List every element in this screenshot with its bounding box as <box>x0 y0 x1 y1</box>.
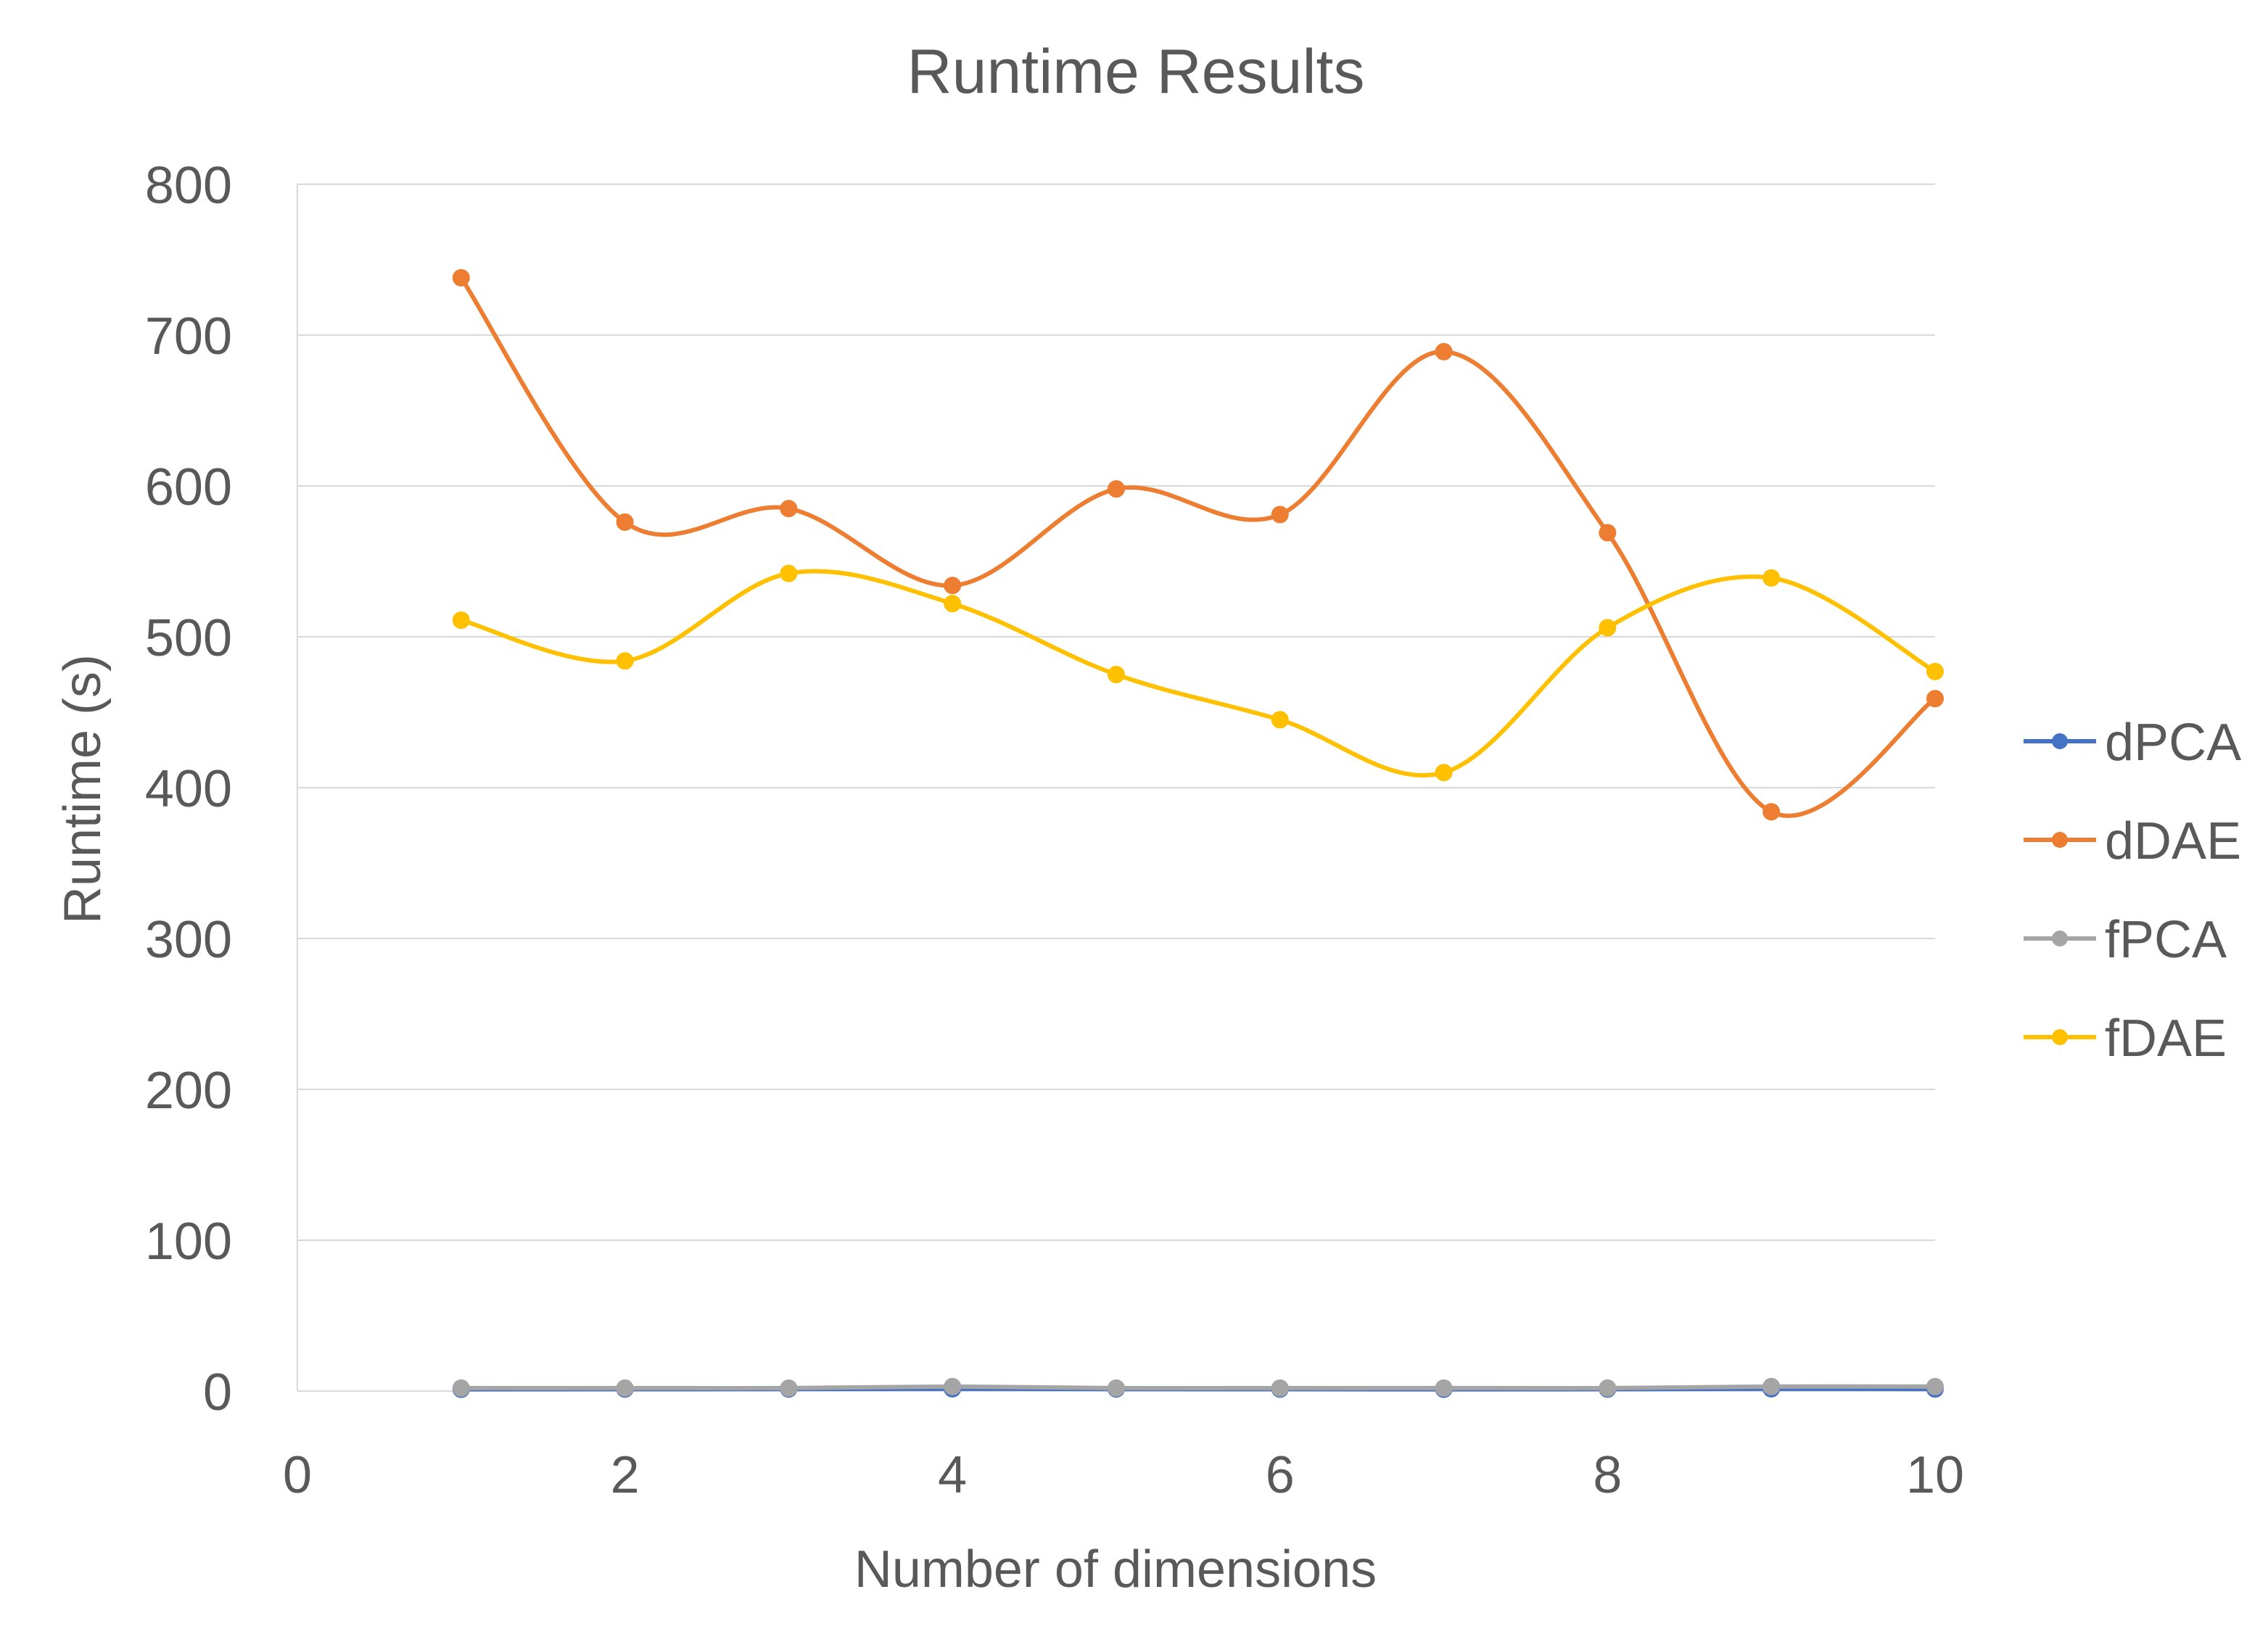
y-tick-label: 800 <box>145 157 232 215</box>
data-point-fpca <box>1926 1377 1944 1395</box>
y-axis-label: Runtime (s) <box>54 654 112 924</box>
legend: dPCA dDAE fPCA fDAE <box>2024 714 2241 1068</box>
legend-label-fpca: fPCA <box>2105 911 2227 969</box>
x-tick-label: 2 <box>611 1446 640 1504</box>
data-point-fdae <box>780 564 798 582</box>
x-axis-label: Number of dimensions <box>854 1540 1377 1599</box>
gridlines <box>297 183 1935 1241</box>
data-point-fpca <box>944 1377 962 1395</box>
y-tick-label: 200 <box>145 1062 232 1120</box>
legend-marker-fpca <box>2052 931 2068 946</box>
data-point-fdae <box>1108 666 1125 683</box>
series-fdae <box>452 564 1944 782</box>
data-point-fpca <box>1762 1377 1781 1395</box>
data-point-fdae <box>1271 711 1289 729</box>
y-tick-label: 700 <box>145 308 232 366</box>
legend-label-ddae: dDAE <box>2105 812 2241 870</box>
y-tick-label: 400 <box>145 760 232 818</box>
data-point-ddae <box>1108 480 1125 498</box>
x-tick-label: 6 <box>1266 1446 1295 1504</box>
data-point-fdae <box>944 595 962 613</box>
data-point-ddae <box>1926 690 1944 708</box>
y-tick-label: 0 <box>203 1364 232 1422</box>
data-point-fpca <box>616 1379 634 1397</box>
data-point-ddae <box>452 268 470 286</box>
series-ddae <box>452 268 1944 821</box>
y-tick-label: 100 <box>145 1213 232 1271</box>
data-point-fpca <box>780 1379 798 1397</box>
legend-item-ddae: dDAE <box>2024 812 2241 870</box>
data-point-fpca <box>1435 1379 1453 1397</box>
data-point-ddae <box>1599 524 1617 542</box>
legend-marker-fdae <box>2052 1029 2068 1045</box>
data-point-fdae <box>1435 764 1453 782</box>
data-point-fpca <box>1271 1379 1289 1397</box>
data-point-fpca <box>1599 1379 1617 1397</box>
series-fpca <box>452 1377 1944 1397</box>
series-line-fpca <box>458 1384 1937 1390</box>
x-tick-label: 4 <box>938 1446 967 1504</box>
legend-item-dpca: dPCA <box>2024 714 2241 772</box>
series-line-fdae <box>458 569 1937 778</box>
series-line-ddae <box>458 275 1937 818</box>
data-point-fpca <box>452 1379 470 1397</box>
x-tick-label: 10 <box>1906 1446 1964 1504</box>
legend-marker-dpca <box>2052 733 2068 749</box>
legend-label-fdae: fDAE <box>2105 1010 2227 1068</box>
y-tick-label: 600 <box>145 458 232 516</box>
axes: 0 100 200 300 400 500 600 700 800 0 2 4 6 8 10 <box>145 157 1964 1504</box>
data-point-ddae <box>944 577 962 595</box>
data-point-ddae <box>1271 506 1289 524</box>
y-tick-label: 300 <box>145 911 232 969</box>
data-point-fpca <box>1108 1379 1125 1397</box>
data-point-fdae <box>1762 569 1781 587</box>
data-point-ddae <box>1435 342 1453 360</box>
data-point-ddae <box>1762 803 1781 821</box>
data-point-fdae <box>616 652 634 670</box>
chart-title: Runtime Results <box>907 37 1365 107</box>
series-group <box>452 268 1944 1398</box>
x-tick-label: 0 <box>283 1446 312 1504</box>
y-tick-label: 500 <box>145 609 232 667</box>
legend-item-fdae: fDAE <box>2024 1010 2227 1068</box>
legend-label-dpca: dPCA <box>2105 714 2241 772</box>
legend-item-fpca: fPCA <box>2024 911 2227 969</box>
data-point-fdae <box>452 611 470 630</box>
legend-marker-ddae <box>2052 832 2068 848</box>
data-point-fdae <box>1599 619 1617 637</box>
x-tick-label: 8 <box>1593 1446 1622 1504</box>
data-point-ddae <box>616 513 634 531</box>
data-point-ddae <box>780 500 798 518</box>
data-point-fdae <box>1926 662 1944 680</box>
